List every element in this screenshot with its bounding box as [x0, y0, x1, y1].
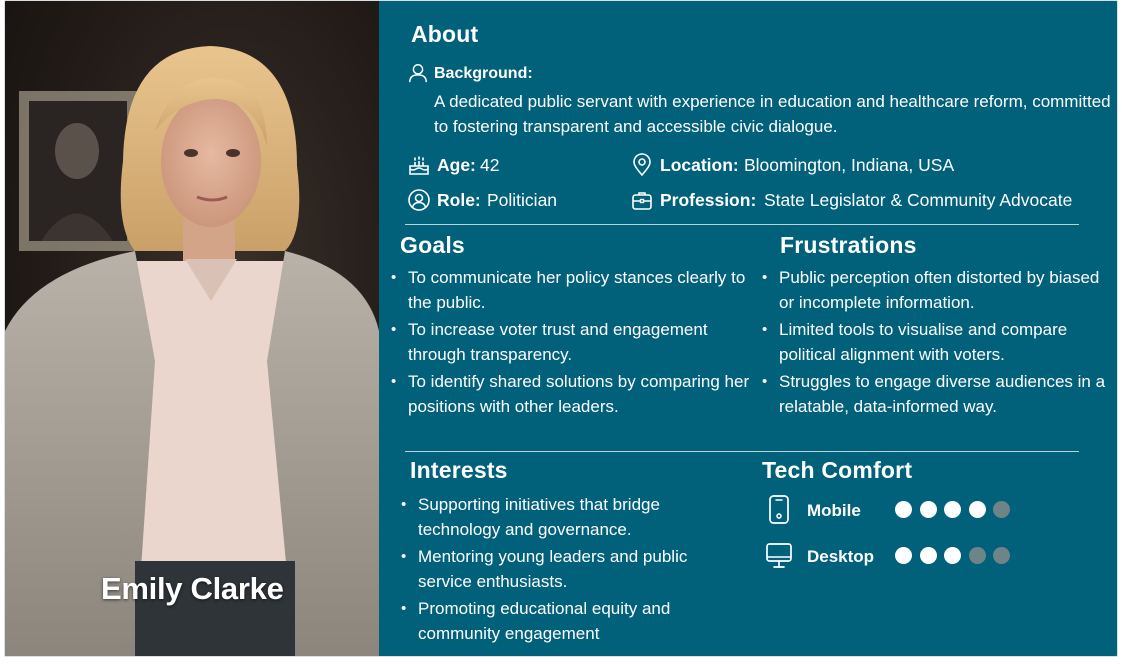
- desktop-rating: [895, 547, 1018, 565]
- rating-dot-filled: [919, 501, 937, 518]
- rating-dot-empty: [993, 547, 1010, 564]
- birthday-cake-icon: [409, 156, 429, 175]
- goal-item: To identify shared solutions by comparin…: [391, 369, 757, 419]
- goal-item: To increase voter trust and engagement t…: [391, 317, 757, 367]
- frustration-item: Limited tools to visualise and compare p…: [762, 317, 1112, 367]
- interest-item: Promoting educational equity and communi…: [401, 596, 741, 646]
- tech-comfort-heading: Tech Comfort: [762, 457, 913, 483]
- rating-dot-filled: [895, 501, 912, 518]
- user-icon: [409, 64, 427, 83]
- role-label: Role:: [437, 190, 481, 210]
- divider-top: [405, 224, 1079, 225]
- rating-dot-empty: [968, 547, 986, 564]
- background-text: A dedicated public servant with experien…: [434, 92, 1111, 136]
- rating-dot-filled: [968, 501, 986, 518]
- user-circle-icon: [408, 189, 430, 211]
- goals-list: To communicate her policy stances clearl…: [391, 265, 757, 421]
- goals-heading: Goals: [400, 232, 465, 258]
- frustrations-list: Public perception often distorted by bia…: [762, 265, 1112, 421]
- rating-dot-filled: [919, 547, 937, 564]
- mobile-phone-icon: [769, 495, 789, 524]
- age-value: 42: [480, 155, 500, 175]
- location-pin-icon: [633, 153, 651, 177]
- rating-dot-filled: [944, 501, 961, 518]
- goal-item: To communicate her policy stances clearl…: [391, 265, 757, 315]
- interest-item: Mentoring young leaders and public servi…: [401, 544, 741, 594]
- divider-bottom: [405, 451, 1079, 452]
- interests-list: Supporting initiatives that bridge techn…: [401, 492, 741, 648]
- persona-name: Emily Clarke: [101, 571, 284, 606]
- tech-row-desktop: Desktop: [765, 540, 1065, 572]
- persona-photo: Emily Clarke: [5, 1, 379, 656]
- age-label: Age:: [437, 155, 476, 175]
- briefcase-icon: [632, 192, 652, 210]
- profession-value: State Legislator & Community Advocate: [764, 190, 1073, 210]
- desktop-monitor-icon: [766, 543, 792, 568]
- interest-item: Supporting initiatives that bridge techn…: [401, 492, 741, 542]
- role-value: Politician: [487, 190, 558, 210]
- rating-dot-empty: [993, 501, 1010, 518]
- about-heading: About: [411, 21, 479, 47]
- tech-row-mobile: Mobile: [765, 494, 1065, 526]
- mobile-rating: [895, 501, 1018, 519]
- rating-dot-filled: [944, 547, 961, 564]
- frustration-item: Public perception often distorted by bia…: [762, 265, 1112, 315]
- interests-heading: Interests: [410, 457, 508, 483]
- tech-label-mobile: Mobile: [807, 501, 861, 520]
- portrait-illustration: [5, 46, 379, 656]
- profession-label: Profession:: [660, 190, 757, 210]
- frustration-item: Struggles to engage diverse audiences in…: [762, 369, 1112, 419]
- frustrations-heading: Frustrations: [780, 232, 917, 258]
- location-value: Bloomington, Indiana, USA: [744, 155, 955, 175]
- persona-details-panel: About Background: A dedicated public ser…: [379, 1, 1117, 656]
- location-label: Location:: [660, 155, 739, 175]
- background-label: Background:: [434, 65, 533, 82]
- rating-dot-filled: [895, 547, 912, 564]
- persona-card: Emily Clarke About Background: A dedicat…: [4, 0, 1118, 657]
- tech-label-desktop: Desktop: [807, 547, 875, 566]
